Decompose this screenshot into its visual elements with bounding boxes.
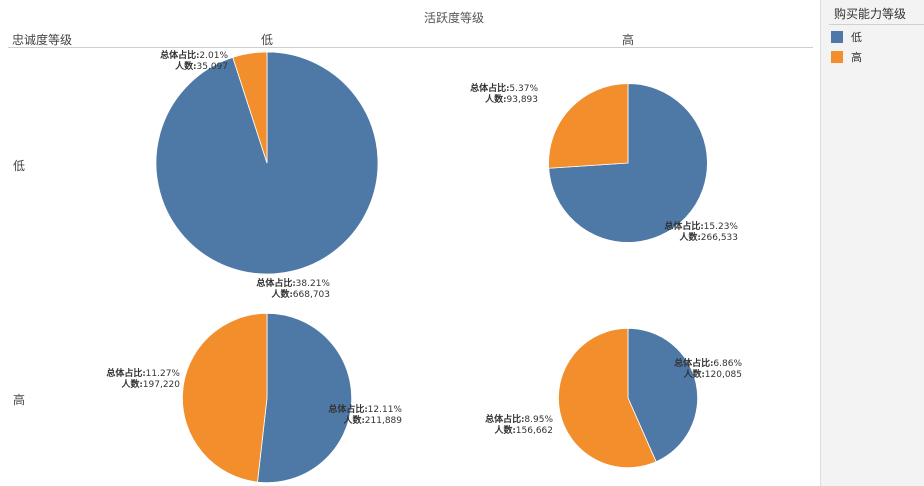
row-label-low: 低	[13, 159, 26, 173]
pie-slice-高-高-低[interactable]	[627, 327, 699, 463]
legend-divider	[829, 24, 924, 25]
pie-slice-高-高-高[interactable]	[558, 327, 657, 468]
pie-label-低-低-高: 总体占比:2.01%人数:35,097	[160, 49, 228, 72]
pie-label-低-高-高: 总体占比:5.37%人数:93,893	[470, 82, 538, 105]
legend-panel: 购买能力等级 低 高	[820, 0, 924, 486]
pie-label-高-低-低: 总体占比:12.11%人数:211,889	[328, 403, 402, 426]
pie-label-低-低-低: 总体占比:38.21%人数:668,703	[256, 277, 330, 300]
pie-slice-高-低-高[interactable]	[182, 312, 268, 483]
legend-item-low[interactable]: 低	[831, 29, 862, 45]
legend-swatch-low	[831, 31, 843, 43]
pie-label-低-高-低: 总体占比:15.23%人数:266,533	[664, 220, 738, 243]
legend-item-high[interactable]: 高	[831, 49, 862, 65]
row-label-high: 高	[13, 393, 26, 407]
chart-area: 活跃度等级 忠诚度等级 低 高 低 高 总体占比:38.21%人数:668,70…	[8, 11, 813, 484]
column-dimension-title: 活跃度等级	[423, 11, 484, 25]
pie-slice-高-低-低[interactable]	[257, 312, 353, 484]
legend-title: 购买能力等级	[834, 7, 907, 21]
column-label-low: 低	[260, 33, 274, 47]
pie-label-高-高-低: 总体占比:6.86%人数:120,085	[674, 357, 742, 380]
legend-label-high: 高	[851, 51, 862, 64]
header-divider	[8, 47, 813, 48]
pie-label-高-低-高: 总体占比:11.27%人数:197,220	[106, 367, 180, 390]
legend-label-low: 低	[851, 31, 862, 44]
pie-slice-低-低-高[interactable]	[232, 51, 268, 164]
pie-label-高-高-高: 总体占比:8.95%人数:156,662	[485, 413, 553, 436]
column-label-high: 高	[621, 33, 635, 47]
legend-swatch-high	[831, 51, 843, 63]
pie-slice-低-高-高[interactable]	[548, 83, 629, 169]
row-dimension-title: 忠诚度等级	[12, 33, 73, 47]
pie-grid: 总体占比:38.21%人数:668,703 总体占比:2.01%人数:35,097…	[106, 49, 742, 484]
